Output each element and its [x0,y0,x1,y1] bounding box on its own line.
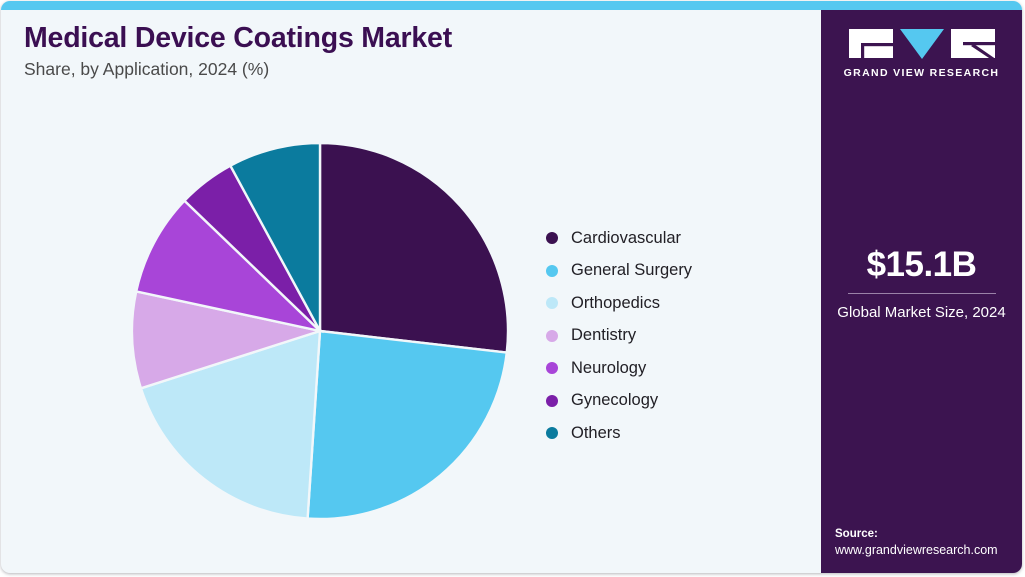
legend-item[interactable]: Cardiovascular [546,222,811,255]
chart-legend: Cardiovascular General Surgery Orthopedics… [546,222,811,450]
legend-item-label: General Surgery [571,261,693,280]
pie-slice[interactable] [318,141,510,354]
pie-slice[interactable] [134,199,324,334]
legend-swatch-icon [546,232,558,245]
stat-divider [847,293,996,294]
source-block: Source: www.grandviewresearch.com [835,527,1015,559]
legend-item-label: Orthopedics [571,293,660,312]
legend-swatch-icon [546,297,558,310]
pie-slice[interactable] [306,329,509,521]
source-url: www.grandviewresearch.com [835,543,998,558]
legend-swatch-icon [546,329,558,342]
pie-slice[interactable] [139,329,322,520]
chart-main-area: Medical Device Coatings Market Share, by… [1,10,821,573]
market-size-caption: Global Market Size, 2024 [837,304,1006,321]
legend-item-label: Dentistry [571,326,637,345]
legend-item[interactable]: Dentistry [546,320,811,353]
market-size-stat: $15.1B Global Market Size, 2024 [821,247,1022,322]
page-title: Medical Device Coatings Market [24,22,452,54]
legend-swatch-icon [546,394,558,407]
pie-slice[interactable] [130,289,325,390]
legend-item[interactable]: General Surgery [546,255,811,288]
legend-item[interactable]: Gynecology [546,385,811,418]
pie-slice-group [130,141,510,521]
pie-chart [1,10,561,573]
legend-swatch-icon [546,427,558,440]
legend-item-label: Gynecology [571,391,659,410]
brand-logo: GRAND VIEW RESEARCH [821,28,1022,79]
chart-heading: Medical Device Coatings Market Share, by… [24,22,784,80]
legend-swatch-icon [546,264,558,277]
legend-item-label: Neurology [571,358,647,377]
accent-top-bar [1,1,1022,10]
market-size-value: $15.1B [866,245,977,284]
brand-panel: GRAND VIEW RESEARCH $15.1B Global Market… [821,10,1022,573]
source-label: Source: [835,527,878,540]
legend-item-label: Cardiovascular [571,228,682,247]
legend-item-label: Others [571,423,621,442]
legend-swatch-icon [546,362,558,375]
legend-item[interactable]: Orthopedics [546,287,811,320]
pie-chart-svg [130,141,510,521]
page-subtitle: Share, by Application, 2024 (%) [24,58,270,79]
gvr-logo-icon [848,29,995,60]
brand-wordmark: GRAND VIEW RESEARCH [843,67,1000,79]
legend-item[interactable]: Others [546,417,811,450]
legend-item[interactable]: Neurology [546,352,811,385]
pie-slice[interactable] [228,141,322,332]
